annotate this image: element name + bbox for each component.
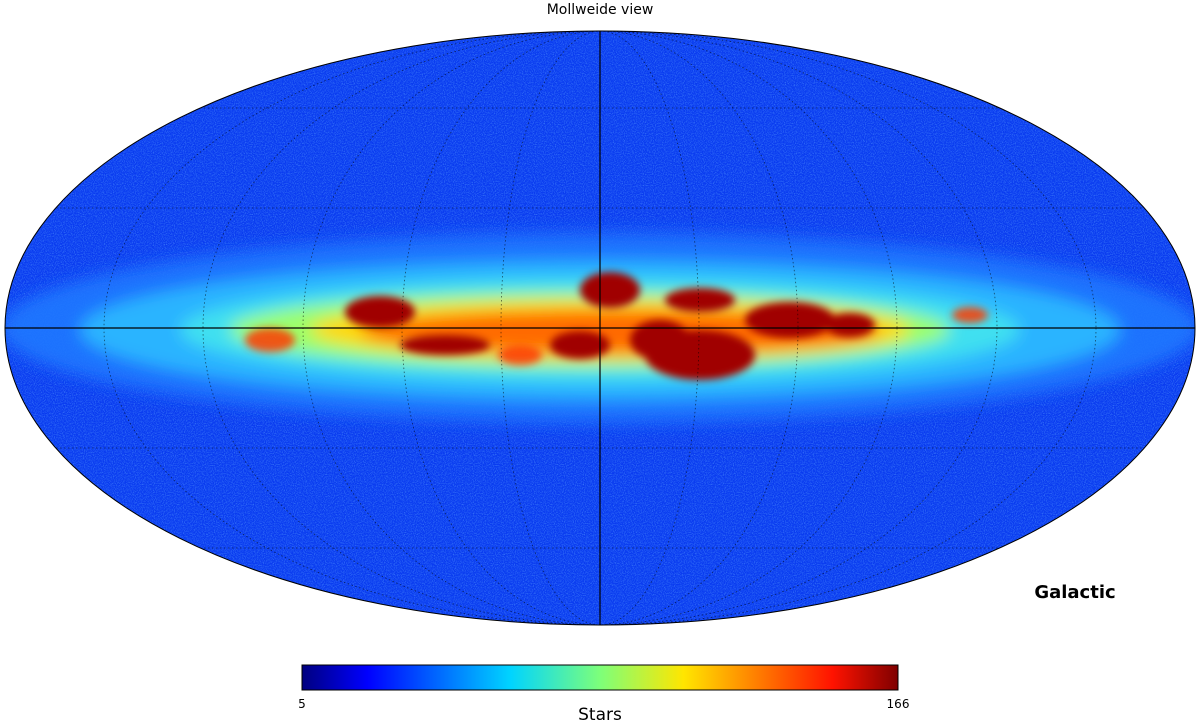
sky-map xyxy=(5,31,1195,625)
sky-outline xyxy=(4,30,1196,626)
colorbar-label: Stars xyxy=(578,705,622,725)
coord-label: Galactic xyxy=(1034,582,1115,603)
colorbar-min: 5 xyxy=(298,697,306,711)
map-title: Mollweide view xyxy=(547,2,654,18)
colorbar xyxy=(301,664,899,691)
colorbar-max: 166 xyxy=(887,697,910,711)
